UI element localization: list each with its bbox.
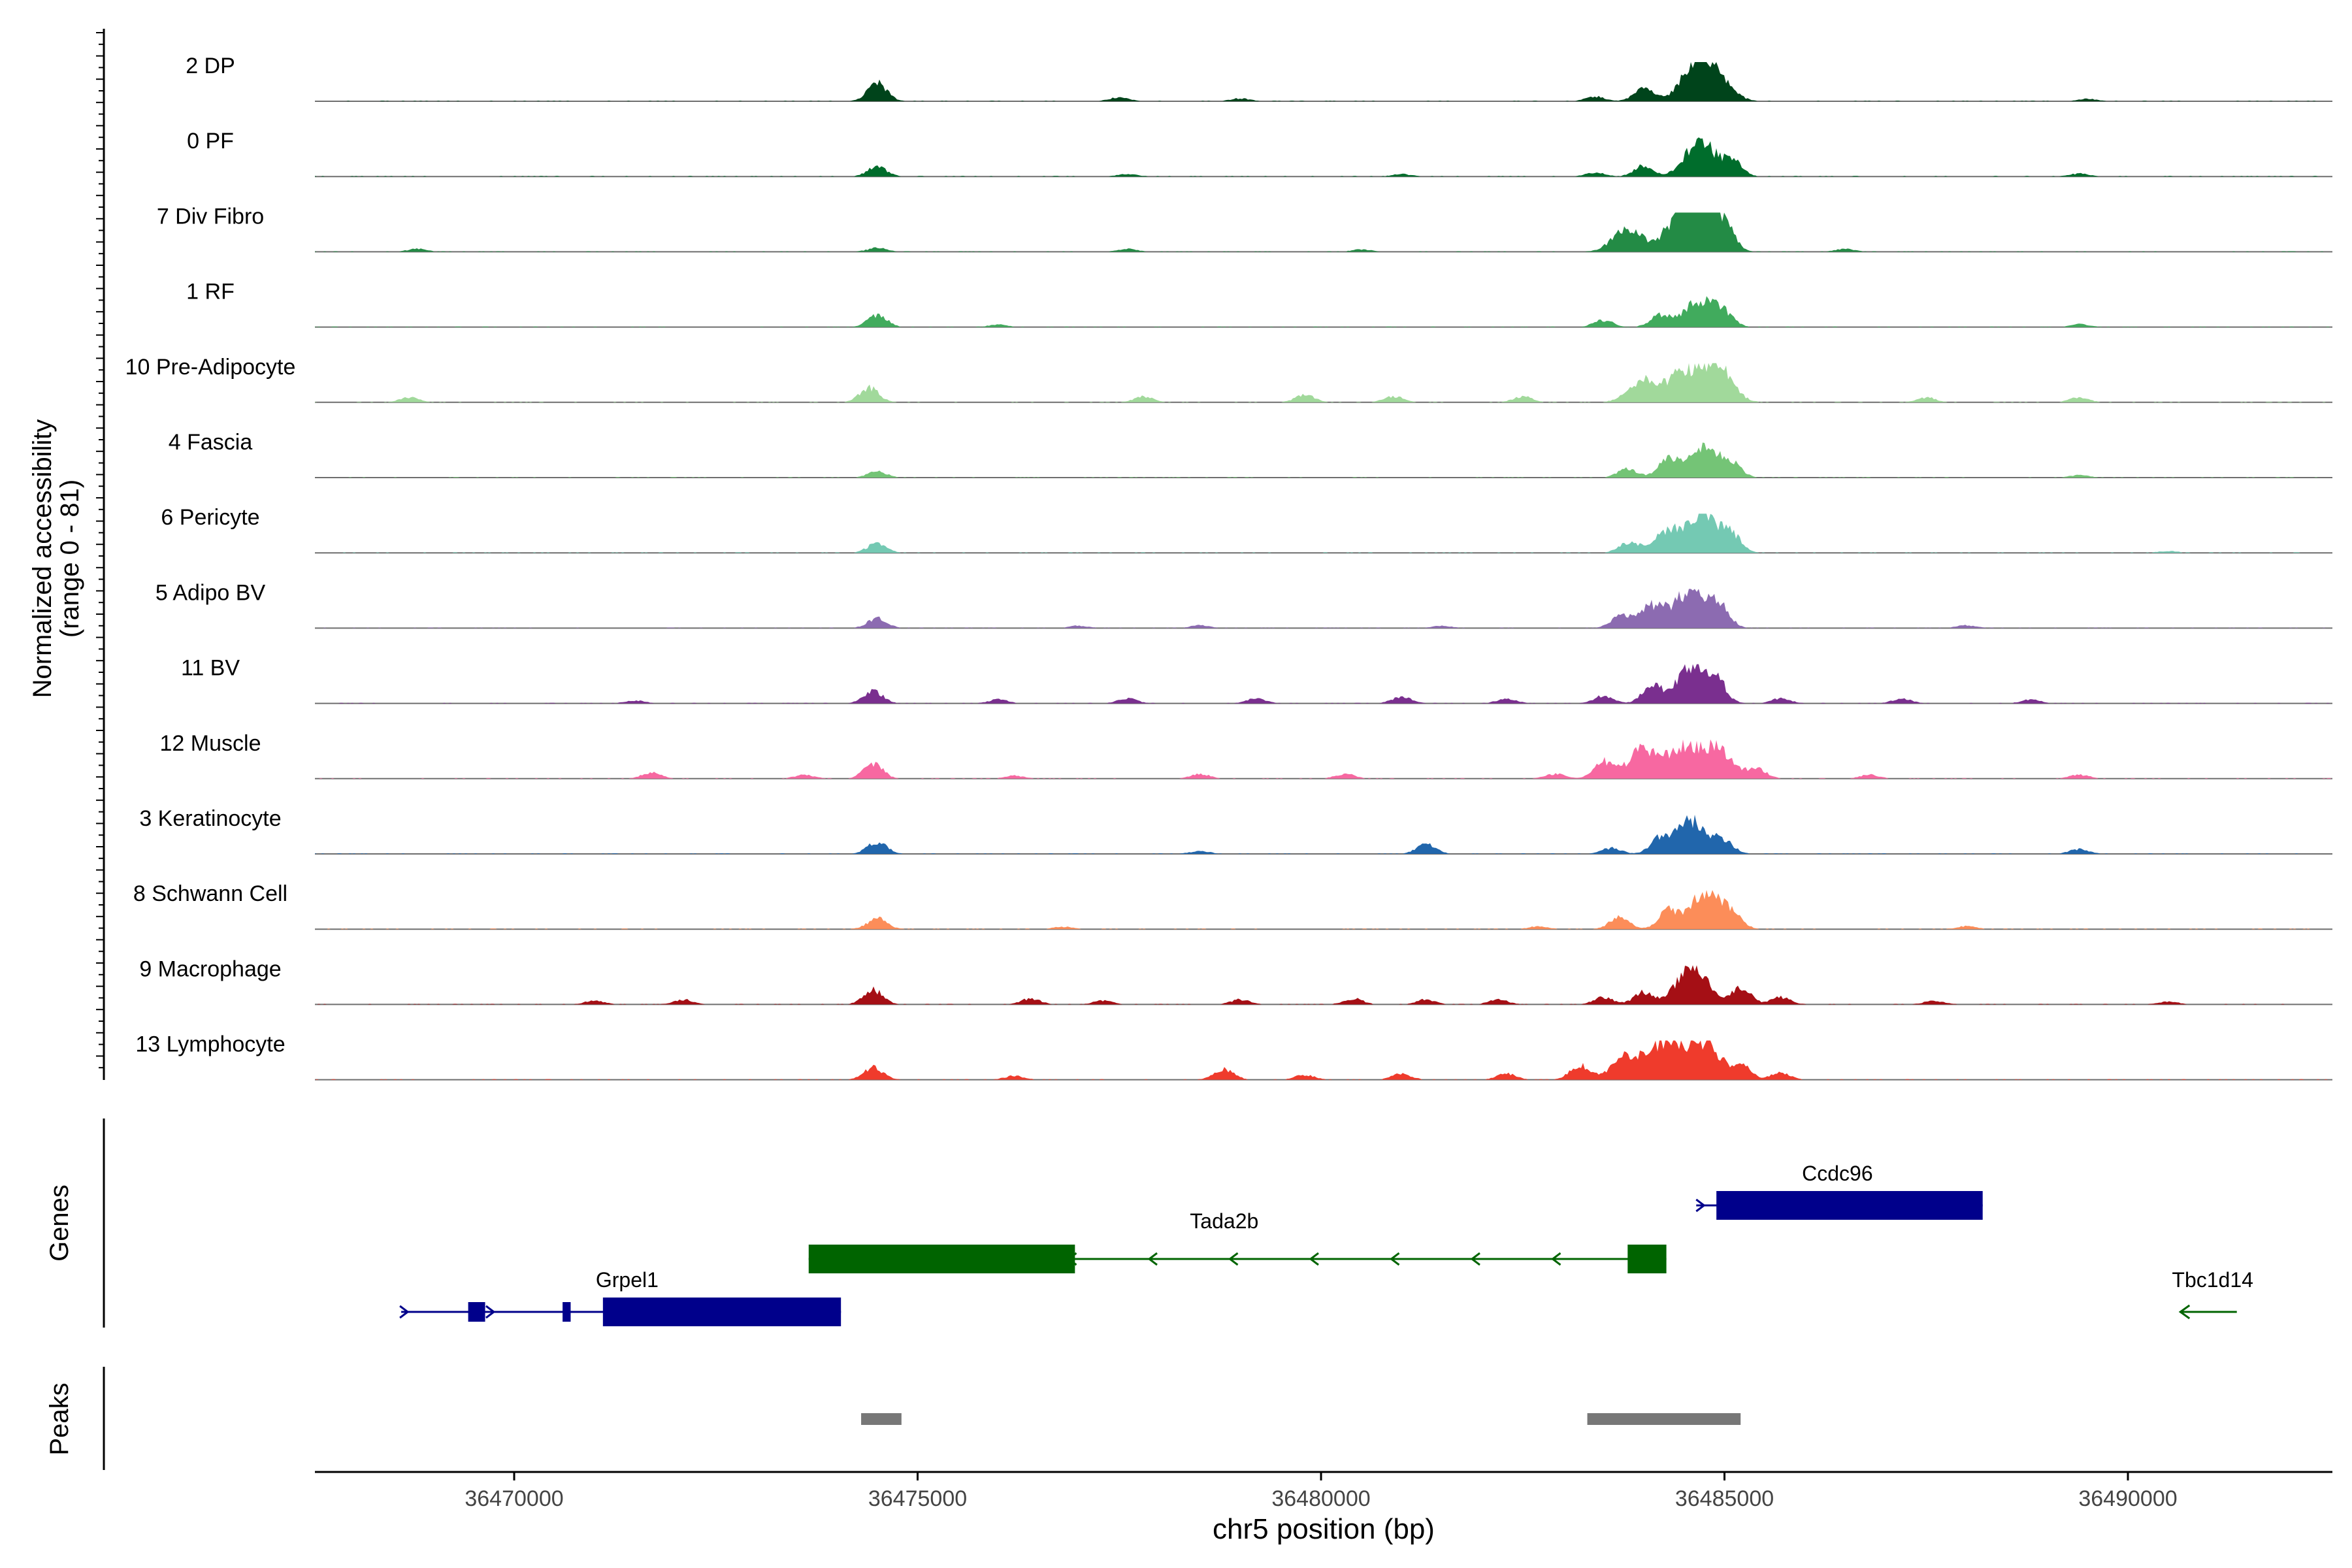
track-label: 9 Macrophage [139,956,281,981]
strand-arrow [2178,1304,2191,1320]
y-axis-title: Normalized accessibility [28,419,57,698]
gene-exon [1627,1245,1667,1273]
strand-arrow [1228,1252,1239,1266]
strand-arrow [1390,1252,1400,1266]
track-9: 11 BV [181,656,2332,704]
gene-label: Grpel1 [596,1268,659,1292]
track-label: 0 PF [187,129,234,154]
track-5: 10 Pre-Adipocyte [125,355,2332,403]
track-12: 8 Schwann Cell [133,881,2332,930]
track-label: 8 Schwann Cell [133,881,287,906]
gene-label: Ccdc96 [1802,1162,1873,1185]
track-label: 13 Lymphocyte [135,1032,285,1057]
track-label: 7 Div Fibro [157,204,264,229]
gene-exon [563,1302,571,1322]
track-4: 1 RF [186,280,2332,328]
peak-track [861,1413,1741,1425]
strand-arrow [485,1305,496,1319]
strand-arrow [1470,1252,1480,1266]
track-label: 12 Muscle [160,731,261,756]
track-label: 3 Keratinocyte [139,806,281,831]
strand-arrow [1067,1252,1077,1266]
gene-label: Tbc1d14 [2172,1268,2253,1292]
track-label: 5 Adipo BV [155,580,266,605]
strand-arrow [1695,1198,1706,1213]
peaks-panel-title: Peaks [45,1382,74,1455]
y-axis-range: (range 0 - 81) [56,480,84,638]
coverage-tracks: 2 DP 0 PF 7 Div Fibro 1 RF 10 Pre-Adipocyte 4… [125,54,2332,1081]
gene-grpel1: Grpel1 [399,1268,841,1326]
track-6: 4 Fascia [169,430,2332,478]
track-2: 0 PF [187,129,2332,178]
track-10: 12 Muscle [160,731,2332,779]
x-tick-label: 36480000 [1271,1486,1370,1511]
track-13: 9 Macrophage [139,956,2332,1005]
x-tick-label: 36490000 [2078,1486,2177,1511]
gene-exon [602,1298,841,1326]
track-8: 5 Adipo BV [155,580,2332,629]
track-7: 6 Pericyte [161,505,2332,554]
track-label: 2 DP [186,54,235,78]
gene-label: Tada2b [1190,1209,1258,1233]
x-tick-label: 36485000 [1675,1486,1774,1511]
x-axis-title: chr5 position (bp) [1213,1513,1435,1545]
track-label: 10 Pre-Adipocyte [125,355,296,380]
track-1: 2 DP [186,54,2332,102]
coverage-y-axis-ticks [96,32,104,1069]
track-3: 7 Div Fibro [157,204,2332,253]
x-tick-label: 36475000 [868,1486,967,1511]
track-label: 6 Pericyte [161,505,259,530]
strand-arrow [399,1305,410,1319]
peak-region [1587,1413,1741,1425]
gene-tada2b: Tada2b [808,1209,1667,1273]
gene-ccdc96: Ccdc96 [1695,1162,1983,1220]
strand-arrow [1147,1252,1158,1266]
track-11: 3 Keratinocyte [139,806,2332,855]
gene-tbc1d14: Tbc1d14 [2172,1268,2253,1320]
x-tick-label: 36470000 [465,1486,563,1511]
track-label: 4 Fascia [169,430,253,455]
strand-arrow [1309,1252,1319,1266]
peak-region [861,1413,902,1425]
genes-panel-title: Genes [45,1184,74,1262]
x-axis-ticks: 36470000 36475000 36480000 36485000 36490000 [465,1472,2178,1511]
gene-exon [1716,1191,1983,1220]
track-label: 1 RF [186,280,235,304]
gene-exon [468,1302,485,1322]
strand-arrow [1551,1252,1561,1266]
gene-annotation-track: Grpel1 Tada2b Ccdc96 Tbc1d14 [399,1162,2253,1326]
track-label: 11 BV [181,656,240,681]
gene-exon [808,1245,1075,1273]
track-14: 13 Lymphocyte [135,1032,2332,1081]
